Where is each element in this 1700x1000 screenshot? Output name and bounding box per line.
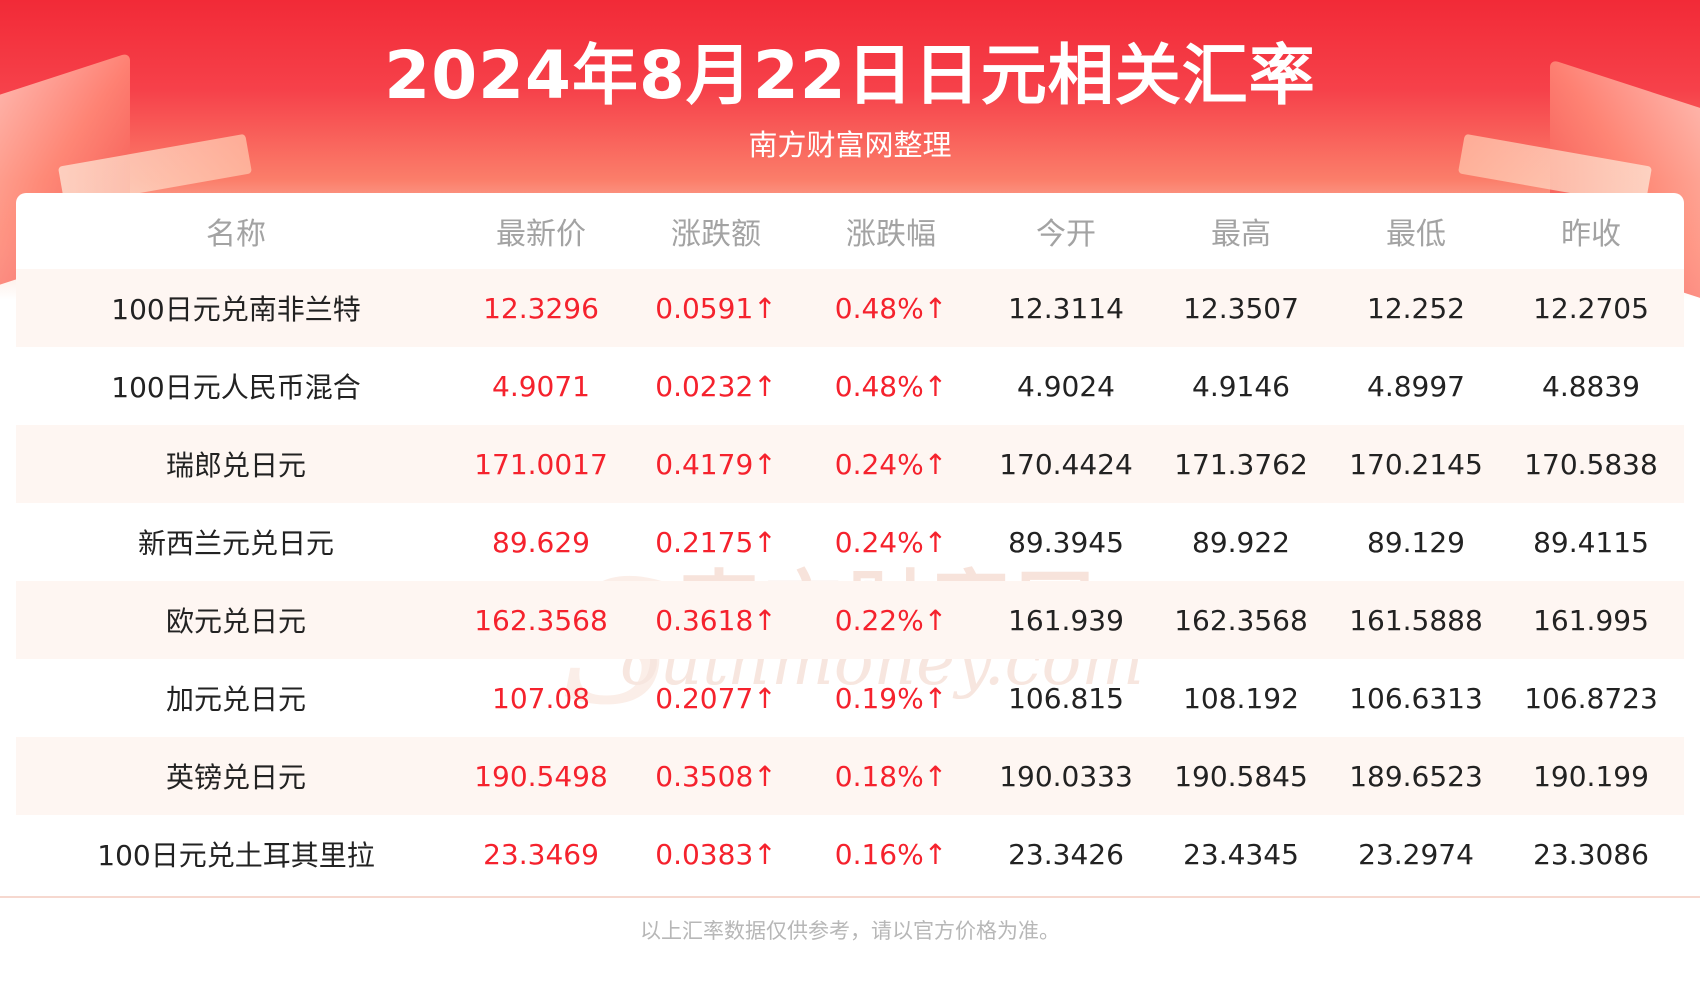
change-amount: 0.0383↑: [655, 837, 777, 871]
table-row: 100日元兑南非兰特 12.3296 0.0591↑ 0.48%↑ 12.311…: [16, 269, 1684, 347]
low-price: 189.6523: [1349, 759, 1483, 793]
change-percent: 0.48%↑: [834, 369, 948, 403]
rate-name: 瑞郎兑日元: [165, 449, 306, 482]
change-amount: 0.4179↑: [655, 447, 777, 481]
latest-price: 89.629: [492, 525, 590, 559]
exchange-rate-table: 名称 最新价 涨跌额 涨跌幅 今开 最高 最低 昨收 100日元兑南非兰特 12…: [16, 193, 1684, 893]
change-percent: 0.48%↑: [834, 291, 948, 325]
latest-price: 107.08: [492, 681, 590, 715]
rate-name: 英镑兑日元: [165, 761, 306, 794]
high-price: 23.4345: [1183, 837, 1299, 871]
column-header-change: 涨跌额: [671, 217, 761, 252]
prev-close: 23.3086: [1533, 837, 1649, 871]
open-price: 106.815: [1008, 681, 1124, 715]
open-price: 23.3426: [1008, 837, 1124, 871]
low-price: 12.252: [1367, 291, 1465, 325]
high-price: 4.9146: [1192, 369, 1290, 403]
prev-close: 106.8723: [1524, 681, 1658, 715]
change-percent: 0.24%↑: [834, 525, 948, 559]
page-subtitle: 南方财富网整理: [748, 128, 952, 162]
high-price: 162.3568: [1174, 603, 1308, 637]
change-amount: 0.0232↑: [655, 369, 777, 403]
latest-price: 23.3469: [483, 837, 599, 871]
table-row: 新西兰元兑日元 89.629 0.2175↑ 0.24%↑ 89.3945 89…: [16, 503, 1684, 581]
change-amount: 0.0591↑: [655, 291, 777, 325]
low-price: 89.129: [1367, 525, 1465, 559]
low-price: 23.2974: [1358, 837, 1474, 871]
table-row: 英镑兑日元 190.5498 0.3508↑ 0.18%↑ 190.0333 1…: [16, 737, 1684, 815]
latest-price: 4.9071: [492, 369, 590, 403]
change-amount: 0.3508↑: [655, 759, 777, 793]
high-price: 171.3762: [1174, 447, 1308, 481]
column-header-change-pct: 涨跌幅: [846, 217, 936, 252]
column-header-low: 最低: [1386, 217, 1446, 252]
rate-name: 欧元兑日元: [165, 605, 306, 638]
footer-divider: [0, 896, 1700, 898]
prev-close: 170.5838: [1524, 447, 1658, 481]
latest-price: 171.0017: [474, 447, 608, 481]
change-percent: 0.24%↑: [834, 447, 948, 481]
change-amount: 0.2077↑: [655, 681, 777, 715]
prev-close: 4.8839: [1542, 369, 1640, 403]
prev-close: 161.995: [1533, 603, 1649, 637]
low-price: 106.6313: [1349, 681, 1483, 715]
open-price: 161.939: [1008, 603, 1124, 637]
table-row: 欧元兑日元 162.3568 0.3618↑ 0.22%↑ 161.939 16…: [16, 581, 1684, 659]
rate-name: 100日元人民币混合: [111, 371, 361, 404]
high-price: 190.5845: [1174, 759, 1308, 793]
table-row: 瑞郎兑日元 171.0017 0.4179↑ 0.24%↑ 170.4424 1…: [16, 425, 1684, 503]
low-price: 4.8997: [1367, 369, 1465, 403]
table-header-row: 名称 最新价 涨跌额 涨跌幅 今开 最高 最低 昨收: [16, 193, 1684, 269]
prev-close: 89.4115: [1533, 525, 1649, 559]
table-row: 加元兑日元 107.08 0.2077↑ 0.19%↑ 106.815 108.…: [16, 659, 1684, 737]
open-price: 190.0333: [999, 759, 1133, 793]
change-percent: 0.22%↑: [834, 603, 948, 637]
low-price: 161.5888: [1349, 603, 1483, 637]
column-header-name: 名称: [206, 217, 266, 252]
rate-name: 新西兰元兑日元: [137, 527, 334, 560]
change-percent: 0.16%↑: [834, 837, 948, 871]
column-header-latest: 最新价: [496, 217, 586, 252]
rate-name: 加元兑日元: [165, 683, 306, 716]
prev-close: 190.199: [1533, 759, 1649, 793]
prev-close: 12.2705: [1533, 291, 1649, 325]
high-price: 89.922: [1192, 525, 1290, 559]
change-percent: 0.18%↑: [834, 759, 948, 793]
rate-name: 100日元兑南非兰特: [111, 293, 361, 326]
column-header-high: 最高: [1211, 217, 1271, 252]
open-price: 89.3945: [1008, 525, 1124, 559]
latest-price: 162.3568: [474, 603, 608, 637]
column-header-prev-close: 昨收: [1561, 217, 1621, 252]
open-price: 170.4424: [999, 447, 1133, 481]
high-price: 108.192: [1183, 681, 1299, 715]
table-row: 100日元人民币混合 4.9071 0.0232↑ 0.48%↑ 4.9024 …: [16, 347, 1684, 425]
change-amount: 0.2175↑: [655, 525, 777, 559]
rate-name: 100日元兑土耳其里拉: [97, 839, 375, 872]
page-title: 2024年8月22日日元相关汇率: [384, 37, 1316, 114]
open-price: 12.3114: [1008, 291, 1124, 325]
change-amount: 0.3618↑: [655, 603, 777, 637]
low-price: 170.2145: [1349, 447, 1483, 481]
open-price: 4.9024: [1017, 369, 1115, 403]
latest-price: 190.5498: [474, 759, 608, 793]
disclaimer-note: 以上汇率数据仅供参考，请以官方价格为准。: [640, 919, 1060, 943]
high-price: 12.3507: [1183, 291, 1299, 325]
latest-price: 12.3296: [483, 291, 599, 325]
column-header-open: 今开: [1036, 217, 1096, 252]
change-percent: 0.19%↑: [834, 681, 948, 715]
table-row: 100日元兑土耳其里拉 23.3469 0.0383↑ 0.16%↑ 23.34…: [16, 815, 1684, 893]
